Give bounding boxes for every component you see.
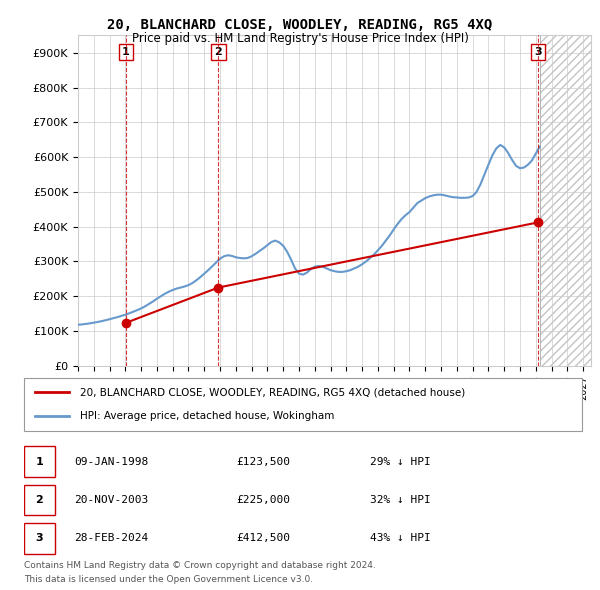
FancyBboxPatch shape [24,485,55,516]
Text: 20, BLANCHARD CLOSE, WOODLEY, READING, RG5 4XQ (detached house): 20, BLANCHARD CLOSE, WOODLEY, READING, R… [80,388,465,398]
Text: 3: 3 [535,47,542,57]
Text: 29% ↓ HPI: 29% ↓ HPI [370,457,431,467]
Text: Price paid vs. HM Land Registry's House Price Index (HPI): Price paid vs. HM Land Registry's House … [131,32,469,45]
Text: Contains HM Land Registry data © Crown copyright and database right 2024.: Contains HM Land Registry data © Crown c… [24,560,376,569]
Text: £225,000: £225,000 [236,495,290,505]
Text: 2: 2 [214,47,222,57]
Text: 1: 1 [35,457,43,467]
FancyBboxPatch shape [24,378,582,431]
Text: 32% ↓ HPI: 32% ↓ HPI [370,495,431,505]
Text: 3: 3 [35,533,43,543]
Text: 09-JAN-1998: 09-JAN-1998 [74,457,148,467]
Text: This data is licensed under the Open Government Licence v3.0.: This data is licensed under the Open Gov… [24,575,313,584]
Text: £412,500: £412,500 [236,533,290,543]
Text: 43% ↓ HPI: 43% ↓ HPI [370,533,431,543]
Text: 20-NOV-2003: 20-NOV-2003 [74,495,148,505]
FancyBboxPatch shape [24,523,55,553]
Text: 20, BLANCHARD CLOSE, WOODLEY, READING, RG5 4XQ: 20, BLANCHARD CLOSE, WOODLEY, READING, R… [107,18,493,32]
Text: 2: 2 [35,495,43,505]
Text: HPI: Average price, detached house, Wokingham: HPI: Average price, detached house, Woki… [80,411,334,421]
Text: £123,500: £123,500 [236,457,290,467]
Text: 1: 1 [122,47,130,57]
Text: 28-FEB-2024: 28-FEB-2024 [74,533,148,543]
FancyBboxPatch shape [24,447,55,477]
